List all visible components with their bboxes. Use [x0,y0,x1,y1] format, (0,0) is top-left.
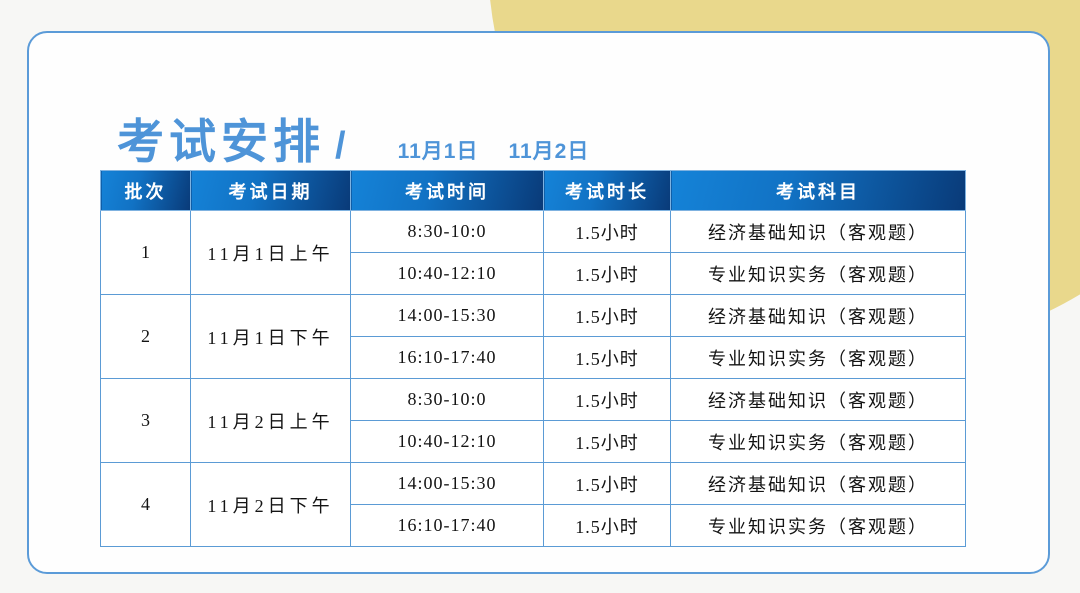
table-row: 1 11月1日上午 8:30-10:0 1.5小时 经济基础知识（客观题） [100,210,966,295]
subject-cell: 经济基础知识（客观题） [670,462,966,505]
duration-cell: 1.5小时 [543,294,671,337]
header-cell-batch: 批次 [100,170,191,211]
table-row: 10:40-12:10 1.5小时 专业知识实务（客观题） [101,252,966,295]
subject-cell: 经济基础知识（客观题） [670,378,966,421]
subject-cell: 专业知识实务（客观题） [670,504,966,547]
time-cell: 14:00-15:30 [350,294,544,337]
duration-cell: 1.5小时 [543,336,671,379]
subtitle-date-1: 11月1日 [397,140,479,163]
table-row: 16:10-17:40 1.5小时 专业知识实务（客观题） [101,504,966,547]
batch-cell: 2 [100,294,191,379]
subject-cell: 经济基础知识（客观题） [670,294,966,337]
duration-cell: 1.5小时 [543,252,671,295]
table-row: 16:10-17:40 1.5小时 专业知识实务（客观题） [101,336,966,379]
date-cell: 11月2日下午 [190,462,351,547]
subject-cell: 经济基础知识（客观题） [670,210,966,253]
subtitle-date-2: 11月2日 [508,140,590,163]
duration-cell: 1.5小时 [543,210,671,253]
header-row: 批次 考试日期 考试时间 考试时长 考试科目 [100,170,966,211]
date-cell: 11月1日下午 [190,294,351,379]
title-slash: / [335,125,346,167]
duration-cell: 1.5小时 [543,504,671,547]
date-cell: 11月2日上午 [190,378,351,463]
exam-schedule-table: 批次 考试日期 考试时间 考试时长 考试科目 1 11月1日上午 8:30-10… [100,170,966,547]
time-cell: 8:30-10:0 [350,210,544,253]
table-row: 2 11月1日下午 14:00-15:30 1.5小时 经济基础知识（客观题） [100,294,966,379]
header-cell-time: 考试时间 [350,170,544,211]
time-cell: 10:40-12:10 [350,420,544,463]
date-cell: 11月1日上午 [190,210,351,295]
subject-cell: 专业知识实务（客观题） [670,420,966,463]
duration-cell: 1.5小时 [543,420,671,463]
time-cell: 16:10-17:40 [350,504,544,547]
time-cell: 14:00-15:30 [350,462,544,505]
header-cell-duration: 考试时长 [543,170,671,211]
time-cell: 10:40-12:10 [350,252,544,295]
subject-cell: 专业知识实务（客观题） [670,252,966,295]
content-card: 考试安排 / 11月1日 11月2日 批次 考试日期 考试时间 考试时长 考试科… [27,31,1050,574]
page-title: 考试安排 [117,115,325,168]
duration-cell: 1.5小时 [543,462,671,505]
time-cell: 8:30-10:0 [350,378,544,421]
header-cell-date: 考试日期 [190,170,351,211]
title-row: 考试安排 / 11月1日 11月2日 [117,103,589,172]
batch-cell: 1 [100,210,191,295]
duration-cell: 1.5小时 [543,378,671,421]
table-row: 10:40-12:10 1.5小时 专业知识实务（客观题） [101,420,966,463]
table-row: 4 11月2日下午 14:00-15:30 1.5小时 经济基础知识（客观题） [100,462,966,547]
batch-cell: 3 [100,378,191,463]
batch-cell: 4 [100,462,191,547]
time-cell: 16:10-17:40 [350,336,544,379]
subject-cell: 专业知识实务（客观题） [670,336,966,379]
table-row: 3 11月2日上午 8:30-10:0 1.5小时 经济基础知识（客观题） [100,378,966,463]
header-cell-subject: 考试科目 [670,170,966,211]
